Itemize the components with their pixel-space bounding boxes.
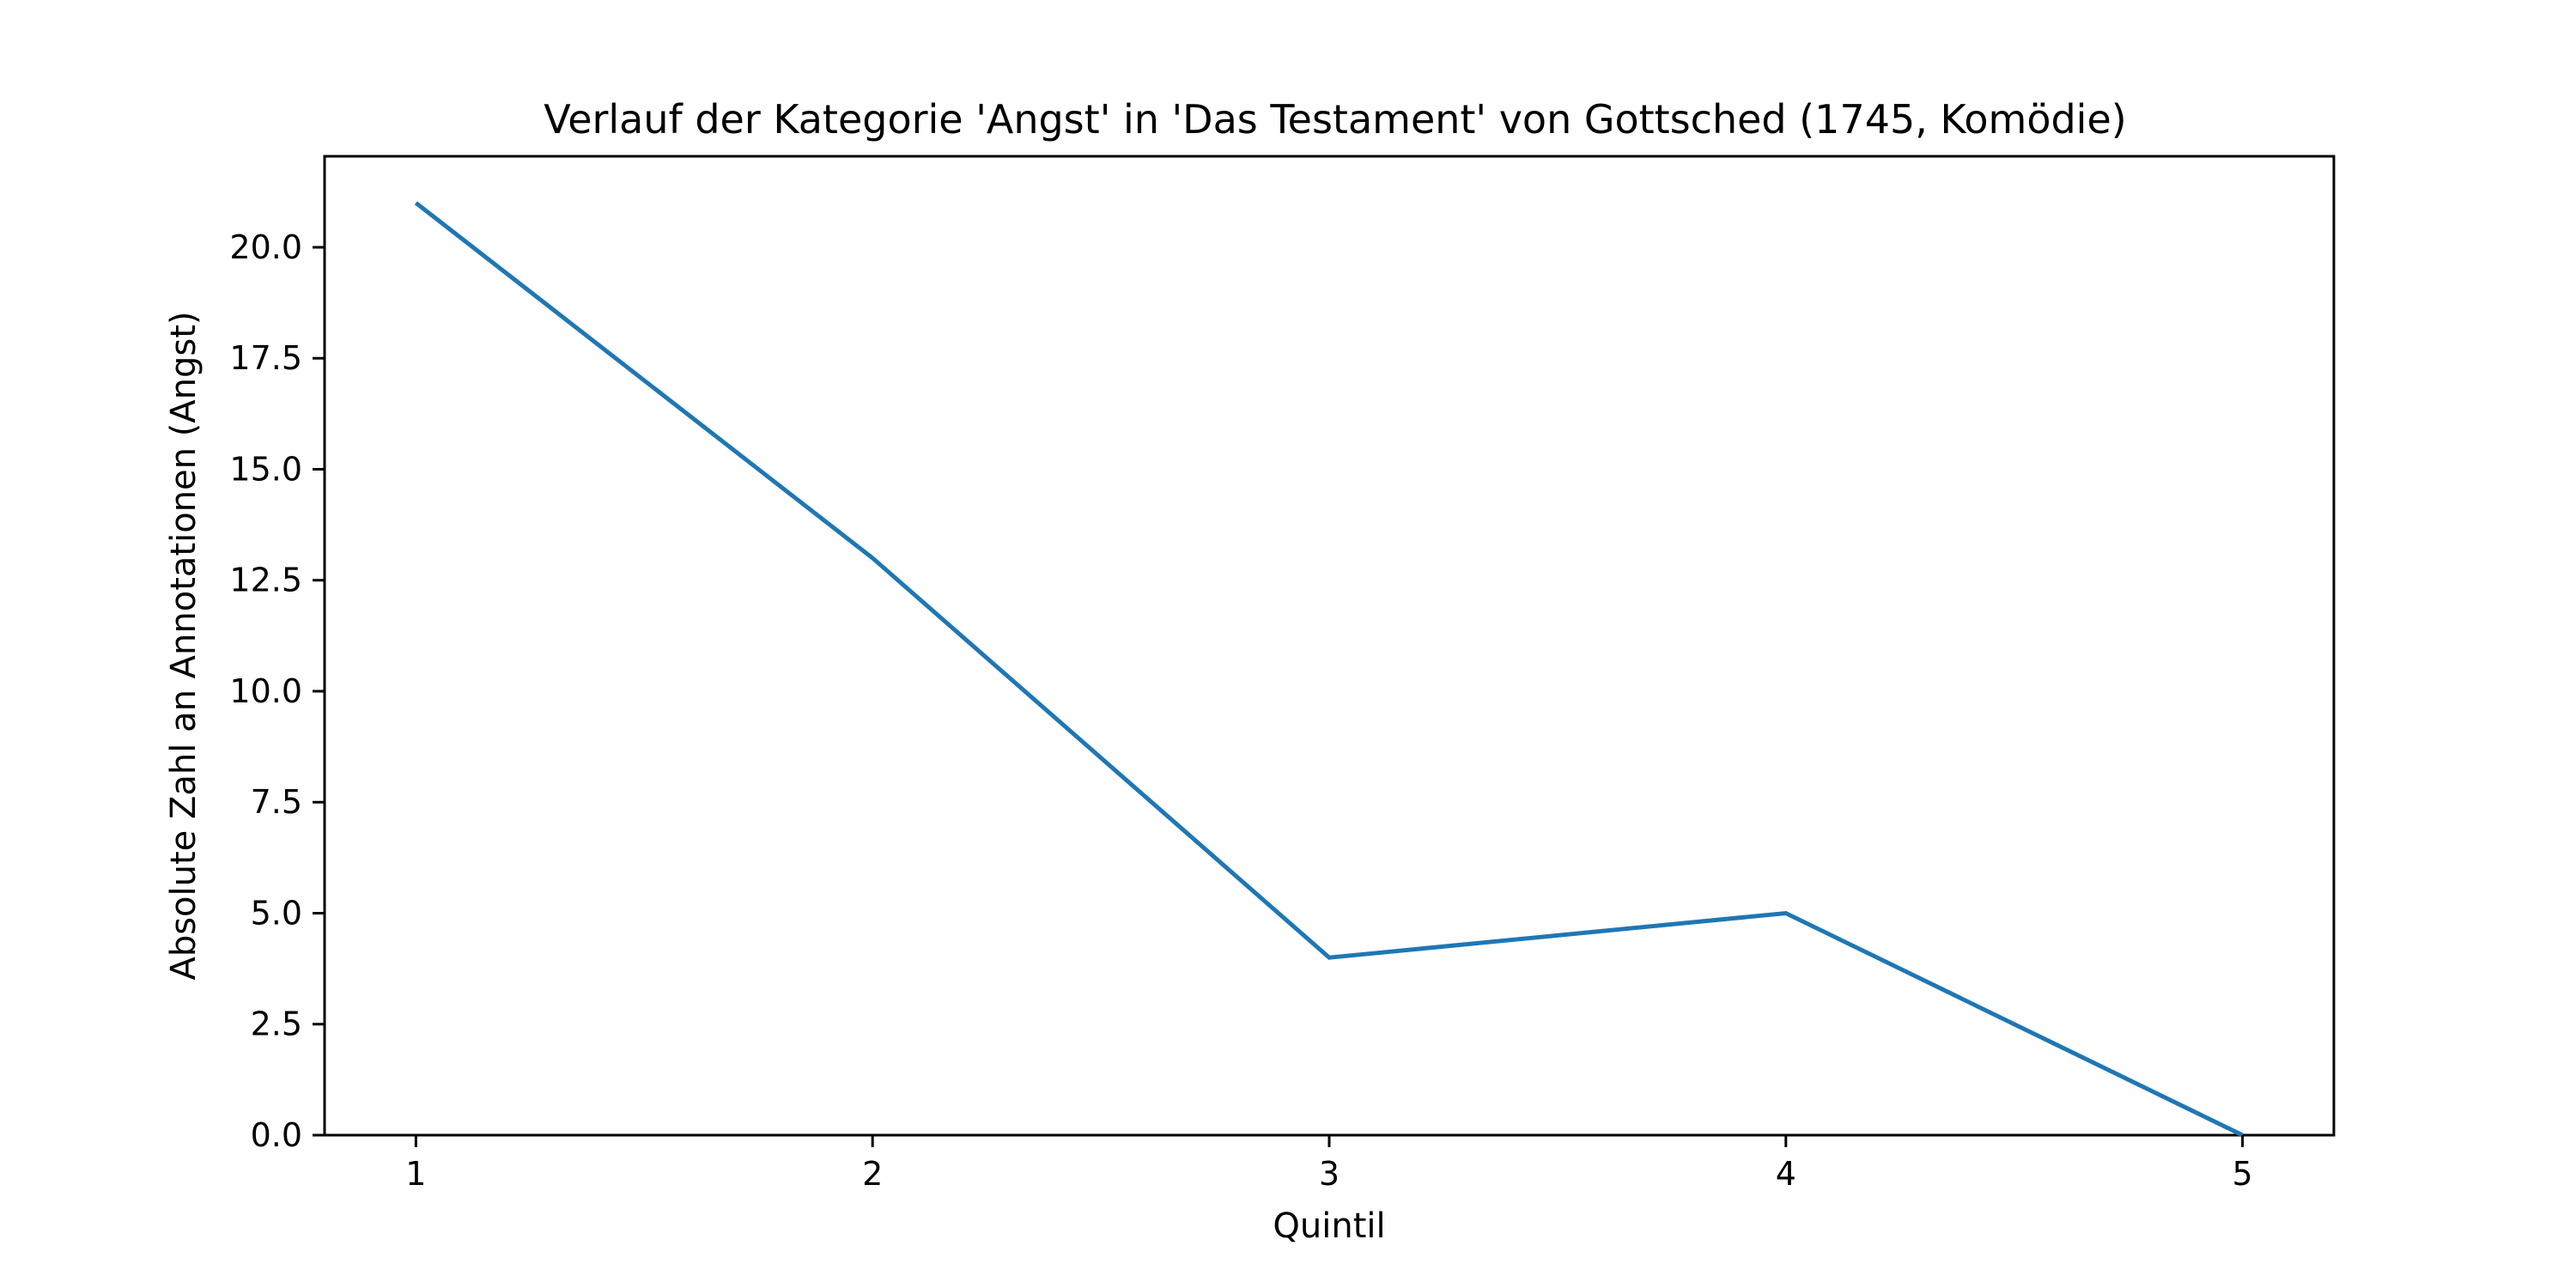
y-tick-label: 0.0 [251, 1116, 302, 1154]
x-tick-label: 5 [2233, 1155, 2253, 1193]
y-tick-label: 20.0 [229, 228, 302, 266]
y-axis-label: Absolute Zahl an Annotationen (Angst) [164, 311, 204, 980]
y-tick-label: 15.0 [229, 450, 302, 488]
plot-area-frame [323, 155, 2336, 1137]
x-tick-label: 1 [405, 1155, 426, 1193]
chart-title: Verlauf der Kategorie 'Angst' in 'Das Te… [544, 96, 2126, 143]
series-layer [414, 201, 2244, 1138]
y-tick-label: 10.0 [229, 672, 302, 710]
x-axis: 1 2 3 4 5 [405, 1135, 2253, 1193]
y-tick-label: 2.5 [251, 1005, 302, 1043]
x-axis-label: Quintil [1273, 1206, 1385, 1246]
y-tick-label: 5.0 [251, 894, 302, 932]
x-tick-label: 2 [862, 1155, 883, 1193]
y-axis: 0.0 2.5 5.0 7.5 10.0 12.5 15.0 17.5 20.0 [229, 228, 325, 1154]
x-tick-label: 3 [1319, 1155, 1340, 1193]
y-tick-label: 17.5 [229, 339, 302, 377]
y-tick-label: 12.5 [229, 562, 302, 599]
y-tick-label: 7.5 [251, 783, 302, 821]
series-line-0 [414, 201, 2244, 1138]
x-tick-label: 4 [1776, 1155, 1796, 1193]
